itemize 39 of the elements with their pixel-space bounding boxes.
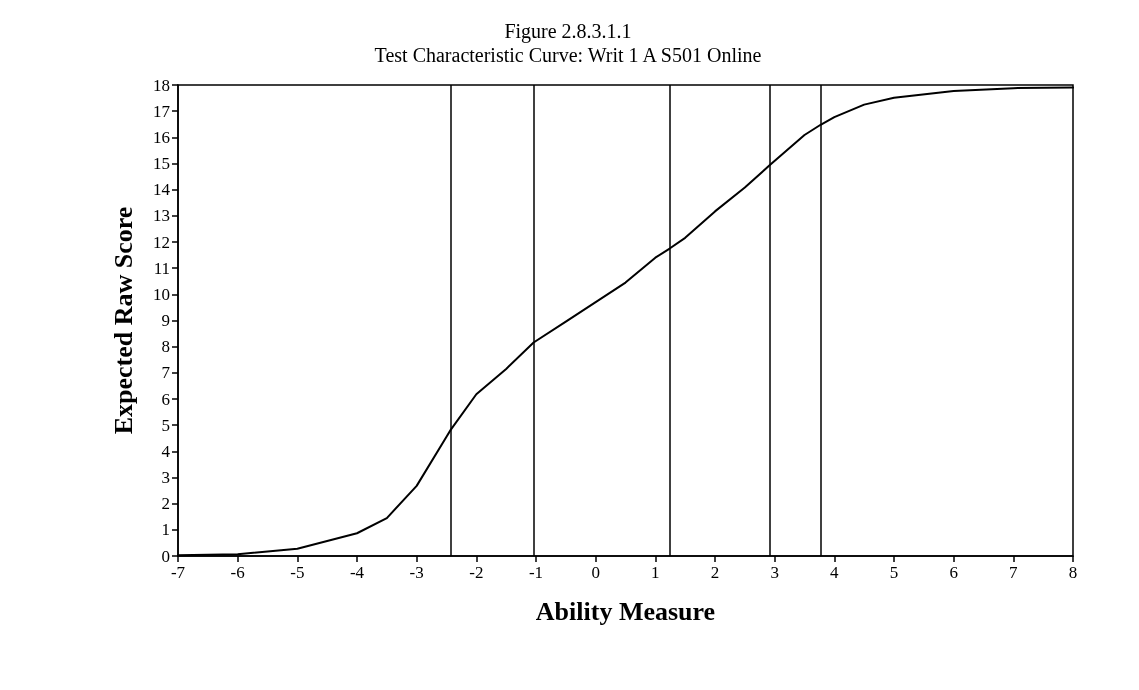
x-tick-label: -2 — [469, 563, 484, 582]
y-tick-label: 18 — [153, 75, 170, 95]
chart-subtitle: Test Characteristic Curve: Writ 1 A S501 Online — [374, 44, 762, 66]
x-tick-label: 4 — [830, 563, 840, 582]
y-tick-label: 8 — [161, 337, 170, 357]
y-tick-label: 17 — [153, 101, 171, 121]
y-tick-label: 12 — [153, 232, 170, 252]
x-tick-label: -5 — [290, 563, 305, 582]
y-tick-label: 2 — [161, 494, 170, 514]
x-tick-label: 5 — [889, 563, 899, 582]
x-tick-label: -3 — [409, 563, 424, 582]
x-tick-label: 6 — [949, 563, 958, 582]
x-tick-label: 0 — [591, 563, 600, 582]
y-tick-label: 4 — [161, 441, 171, 461]
y-axis-title: Expected Raw Score — [108, 206, 138, 435]
x-tick-label: 8 — [1068, 563, 1078, 582]
y-tick-label: 13 — [153, 206, 170, 226]
x-tick-label: 7 — [1009, 563, 1019, 582]
x-tick-label: -7 — [170, 563, 186, 582]
y-tick-label: 14 — [153, 180, 171, 200]
x-tick-label: -4 — [349, 563, 365, 582]
y-tick-label: 10 — [153, 284, 170, 304]
y-tick-label: 6 — [161, 389, 170, 409]
x-tick-label: 2 — [710, 563, 720, 582]
y-tick-label: 5 — [161, 415, 170, 435]
x-tick-label: 1 — [651, 563, 660, 582]
y-tick-label: 3 — [161, 468, 170, 487]
x-axis-title: Ability Measure — [535, 596, 716, 626]
y-tick-label: 16 — [153, 127, 170, 147]
y-tick-label: 11 — [153, 258, 170, 278]
y-tick-label: 9 — [161, 311, 170, 330]
y-tick-label: 1 — [161, 520, 170, 540]
y-tick-label: 7 — [161, 363, 171, 383]
chart-title: Figure 2.8.3.1.1 — [504, 20, 632, 43]
x-tick-label: -6 — [230, 563, 245, 582]
x-tick-label: -1 — [528, 563, 544, 582]
x-tick-label: 3 — [770, 563, 779, 582]
y-tick-label: 0 — [161, 546, 170, 566]
y-tick-label: 15 — [153, 154, 170, 173]
